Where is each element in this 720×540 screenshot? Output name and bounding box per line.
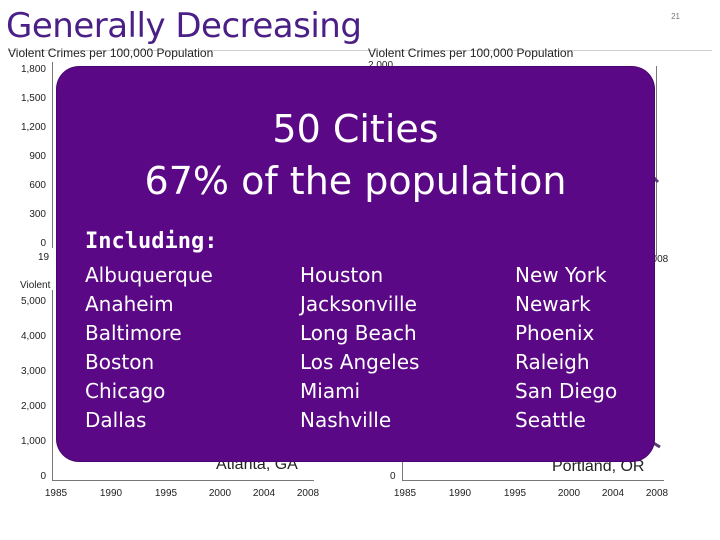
chart-title: Violent [20, 280, 51, 291]
right-frame [656, 66, 657, 256]
overlay-panel: 50 Cities 67% of the population Includin… [57, 67, 654, 461]
city-name: Anaheim [85, 292, 174, 316]
x-tick: 1995 [503, 488, 527, 499]
x-tick: 1985 [393, 488, 417, 499]
chart-title: Violent Crimes per 100,000 Population [368, 46, 574, 60]
y-tick: 4,000 [20, 331, 46, 342]
city-name: New York [515, 263, 607, 287]
city-column-3: New York Newark Phoenix Raleigh San Dieg… [515, 261, 617, 435]
x-tick: 2004 [252, 488, 276, 499]
overlay-heading-line1: 50 Cities [272, 107, 439, 151]
y-tick: 2,000 [20, 401, 46, 412]
x-tick: 19 [38, 252, 50, 263]
x-tick: 1995 [154, 488, 178, 499]
city-column-2: Houston Jacksonville Long Beach Los Ange… [300, 261, 419, 435]
city-name: Miami [300, 379, 361, 403]
x-tick: 2004 [601, 488, 625, 499]
x-tick: 2008 [296, 488, 320, 499]
city-name: Newark [515, 292, 591, 316]
x-tick: 2008 [646, 254, 669, 265]
y-axis [52, 290, 53, 480]
y-tick: 1,500 [20, 93, 46, 104]
including-label: Including: [85, 229, 218, 254]
city-label: Portland, OR [552, 458, 645, 475]
city-name: Los Angeles [300, 350, 420, 374]
y-tick: 1,200 [20, 122, 46, 133]
y-tick: 3,000 [20, 366, 46, 377]
y-tick: 300 [29, 209, 46, 220]
y-tick: 0 [40, 471, 46, 482]
x-tick: 1990 [99, 488, 123, 499]
x-tick: 1990 [448, 488, 472, 499]
city-name: Houston [300, 263, 384, 287]
slide-title: Generally Decreasing [6, 6, 362, 46]
city-name: Albuquerque [85, 263, 213, 287]
title-divider [8, 50, 712, 51]
city-name: Chicago [85, 379, 166, 403]
slide-number: 21 [671, 12, 680, 21]
x-tick: 1985 [44, 488, 68, 499]
y-tick: 900 [29, 151, 46, 162]
chart-title: Violent Crimes per 100,000 Population [8, 46, 214, 60]
y-axis [52, 62, 53, 248]
y-tick: 5,000 [20, 296, 46, 307]
x-tick: 2008 [645, 488, 669, 499]
y-tick: 1,800 [20, 64, 46, 75]
city-name: Baltimore [85, 321, 182, 345]
y-tick: 600 [29, 180, 46, 191]
y-tick: 0 [40, 238, 46, 249]
x-tick: 2000 [557, 488, 581, 499]
overlay-heading-line2: 67% of the population [144, 159, 567, 203]
city-name: Long Beach [300, 321, 417, 345]
city-name: Nashville [300, 408, 392, 432]
city-name: Raleigh [515, 350, 590, 374]
y-tick: 2,000 [368, 60, 394, 71]
city-name: Boston [85, 350, 155, 374]
x-tick: 2000 [208, 488, 232, 499]
x-axis [52, 480, 314, 481]
city-name: San Diego [515, 379, 618, 403]
city-name: Seattle [515, 408, 586, 432]
y-tick: 1,000 [20, 436, 46, 447]
city-name: Phoenix [515, 321, 595, 345]
city-name: Dallas [85, 408, 147, 432]
city-name: Jacksonville [300, 292, 417, 316]
y-tick: 0 [390, 471, 396, 482]
city-column-1: Albuquerque Anaheim Baltimore Boston Chi… [85, 261, 213, 435]
x-axis [402, 480, 664, 481]
